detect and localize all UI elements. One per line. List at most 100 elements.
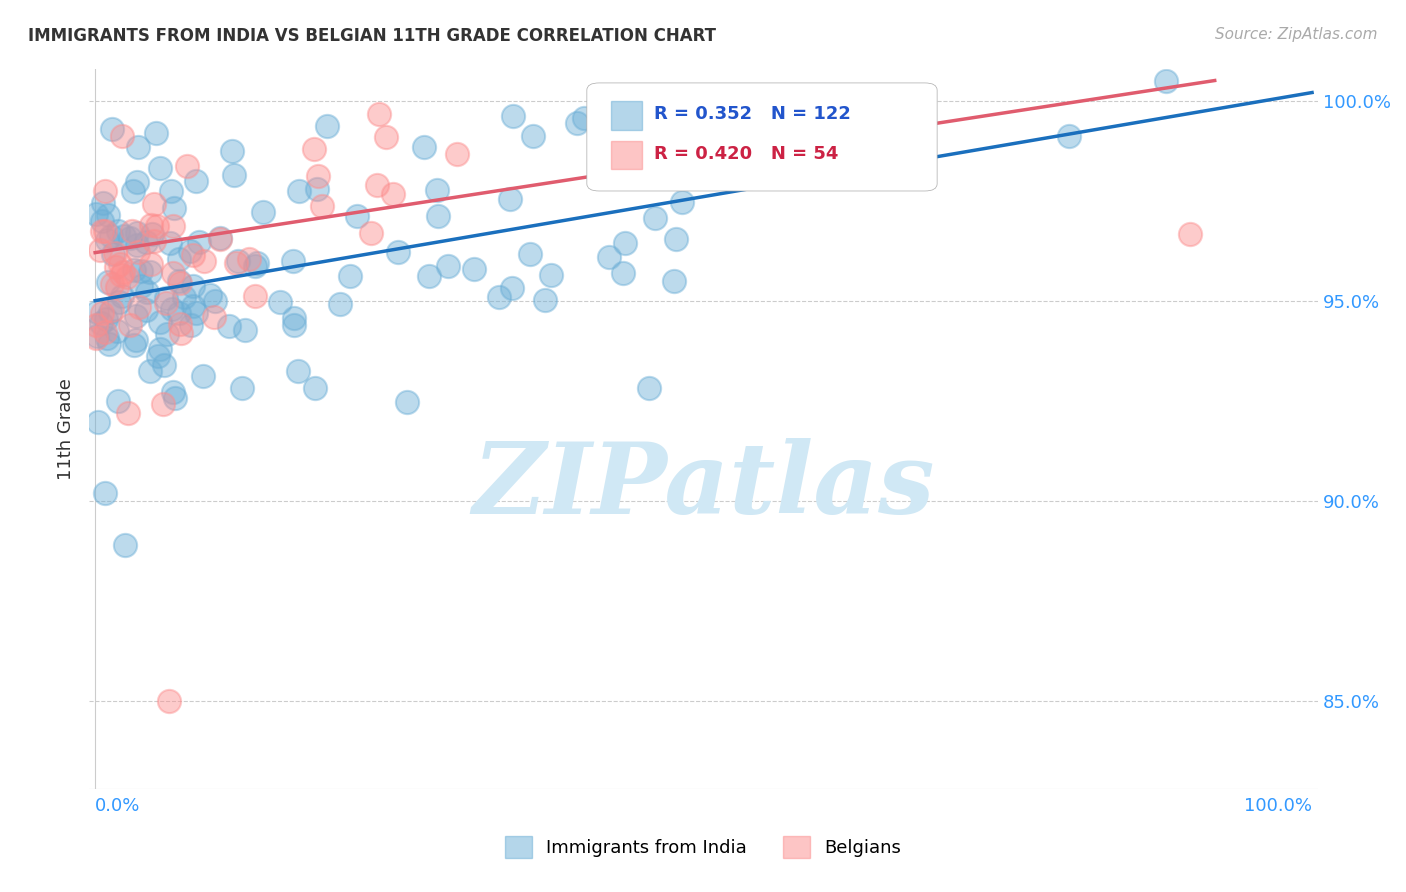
Point (186, 306, 208, 320)
Point (86, 329, 108, 343)
Point (671, 194, 693, 209)
Point (108, 257, 131, 271)
Point (129, 264, 152, 278)
Point (146, 219, 169, 234)
Point (307, 169, 329, 183)
Y-axis label: 11th Grade: 11th Grade (58, 378, 75, 480)
Point (163, 201, 186, 215)
Point (169, 276, 191, 290)
Point (426, 183, 449, 197)
Point (146, 349, 169, 363)
Point (125, 226, 148, 240)
Point (127, 244, 149, 259)
Point (572, 111, 595, 125)
Point (198, 288, 221, 302)
Point (125, 175, 148, 189)
Point (231, 381, 253, 395)
Point (107, 224, 129, 238)
Point (122, 338, 145, 352)
Point (181, 248, 204, 262)
Point (94, 224, 117, 238)
Point (129, 279, 152, 293)
Point (86, 318, 108, 332)
Point (437, 259, 460, 273)
Point (374, 129, 396, 144)
Point (202, 310, 225, 324)
Point (167, 306, 190, 320)
Point (86, 331, 108, 345)
Point (638, 381, 661, 395)
Point (565, 116, 588, 130)
Point (225, 256, 247, 270)
FancyBboxPatch shape (586, 83, 938, 191)
Point (598, 250, 620, 264)
Point (233, 322, 256, 336)
Point (368, 106, 391, 120)
Point (209, 231, 232, 245)
Point (118, 318, 141, 332)
Point (387, 244, 409, 259)
Point (170, 326, 193, 340)
Point (522, 129, 544, 144)
Point (360, 227, 382, 241)
Point (101, 277, 124, 292)
Point (221, 145, 243, 159)
Point (98, 337, 121, 351)
Point (488, 290, 510, 304)
Point (139, 364, 162, 378)
Point (91, 214, 114, 228)
Point (90, 316, 112, 330)
Point (204, 293, 226, 308)
Point (160, 301, 183, 316)
Point (427, 209, 450, 223)
Point (114, 538, 136, 552)
Point (104, 260, 127, 274)
Point (136, 285, 159, 300)
Point (179, 244, 201, 258)
Text: R = 0.352   N = 122: R = 0.352 N = 122 (654, 105, 851, 123)
Point (149, 161, 172, 175)
Point (176, 159, 198, 173)
Point (637, 130, 659, 145)
Point (135, 235, 157, 249)
Point (105, 280, 128, 294)
Point (238, 252, 260, 266)
Point (135, 303, 157, 318)
Point (534, 293, 557, 307)
Point (127, 140, 149, 154)
Point (186, 174, 208, 188)
Point (246, 256, 269, 270)
Point (125, 309, 148, 323)
Point (540, 268, 562, 282)
Point (94, 485, 117, 500)
Point (1154, 73, 1177, 87)
Point (100, 229, 122, 244)
Point (307, 182, 329, 196)
Bar (612, 101, 643, 129)
Point (87, 415, 110, 429)
Point (644, 211, 666, 225)
Point (662, 274, 685, 288)
Point (143, 234, 166, 248)
Point (218, 318, 240, 333)
Point (91, 196, 114, 211)
Point (128, 300, 150, 314)
Text: 0.0%: 0.0% (96, 797, 141, 815)
Point (86, 206, 108, 220)
Text: R = 0.420   N = 54: R = 0.420 N = 54 (654, 145, 839, 162)
Point (117, 406, 139, 420)
Point (105, 325, 128, 339)
Point (316, 120, 339, 134)
Point (94, 184, 117, 198)
Point (193, 369, 215, 384)
Point (283, 318, 305, 332)
Point (245, 288, 267, 302)
Point (145, 126, 167, 140)
Point (614, 235, 637, 250)
Point (111, 265, 134, 279)
Point (501, 281, 523, 295)
Point (281, 254, 304, 268)
Point (346, 210, 368, 224)
Text: IMMIGRANTS FROM INDIA VS BELGIAN 11TH GRADE CORRELATION CHART: IMMIGRANTS FROM INDIA VS BELGIAN 11TH GR… (28, 27, 716, 45)
Point (108, 295, 131, 310)
